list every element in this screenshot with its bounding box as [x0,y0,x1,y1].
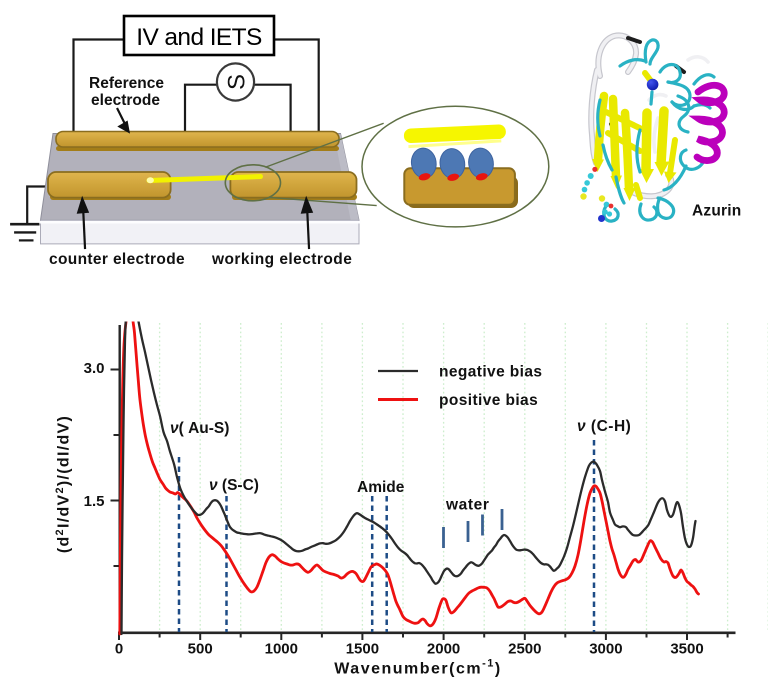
svg-text:water: water [445,497,490,514]
svg-text:ν (C-H): ν (C-H) [577,418,631,435]
svg-text:1.5: 1.5 [84,493,105,510]
svg-text:2000: 2000 [427,641,460,658]
svg-text:500: 500 [188,641,213,658]
svg-text:negative bias: negative bias [439,364,542,381]
svg-text:ν( Au-S): ν( Au-S) [170,420,229,437]
svg-text:IV and IETS: IV and IETS [136,24,262,51]
svg-text:3500: 3500 [670,641,703,658]
svg-text:Azurin: Azurin [692,203,741,220]
svg-text:1000: 1000 [265,641,298,658]
svg-text:Wavenumber(cm-1): Wavenumber(cm-1) [334,658,501,678]
svg-text:Amide: Amide [357,479,405,496]
svg-text:working electrode: working electrode [211,251,352,268]
svg-text:3000: 3000 [589,641,622,658]
svg-text:(d2I/dV2)/(dI/dV): (d2I/dV2)/(dI/dV) [54,415,73,553]
svg-text:3.0: 3.0 [84,360,105,377]
svg-text:Reference: Reference [89,75,164,92]
svg-text:0: 0 [115,641,123,658]
svg-text:electrode: electrode [91,92,160,109]
svg-text:counter electrode: counter electrode [49,251,185,268]
svg-text:S: S [224,74,251,90]
svg-text:1500: 1500 [346,641,379,658]
svg-text:ν (S-C): ν (S-C) [209,477,259,494]
svg-text:2500: 2500 [508,641,541,658]
svg-text:positive bias: positive bias [439,392,538,409]
